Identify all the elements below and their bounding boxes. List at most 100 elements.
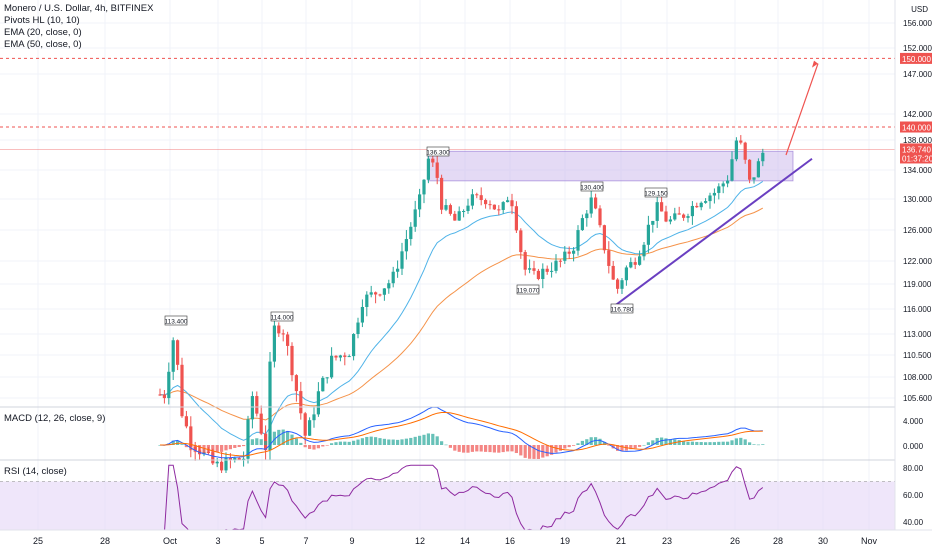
candle (400, 242, 404, 275)
candle-body (598, 208, 602, 226)
candle (312, 406, 316, 428)
candle (286, 331, 290, 356)
candle (572, 247, 576, 262)
macd-histogram-bar (435, 436, 439, 445)
candle (717, 183, 721, 200)
pivot-label-text: 129.150 (644, 191, 668, 198)
macd-histogram-bar (752, 444, 756, 445)
pivot-label-text: 116.780 (610, 307, 633, 314)
candle (629, 257, 633, 269)
indicator-ema50[interactable]: EMA (50, close, 0) (4, 39, 82, 50)
price-axis[interactable]: USD156.000152.000147.000142.000138.00013… (894, 0, 932, 530)
pivot-label: 136.300 (426, 146, 450, 157)
candle-body (378, 294, 382, 296)
ema20-path (159, 180, 764, 441)
candle (611, 260, 615, 281)
pivot-label-box (516, 284, 540, 295)
candle (642, 241, 646, 261)
candle (448, 203, 452, 216)
candle-body (620, 280, 624, 289)
macd-histogram-bar (360, 438, 364, 445)
candle (528, 259, 532, 274)
candle-body (664, 211, 668, 222)
candle (343, 352, 347, 366)
candle (299, 381, 303, 420)
candle (444, 198, 448, 212)
candle (673, 207, 677, 221)
macd-histogram-bar (453, 445, 457, 451)
candle-body (242, 458, 246, 460)
candle (602, 224, 606, 254)
indicator-ema20[interactable]: EMA (20, close, 0) (4, 27, 82, 38)
candle-body (453, 213, 457, 221)
candle-body (497, 209, 501, 211)
candle-body (580, 218, 584, 231)
candle-body (325, 377, 329, 379)
macd-histogram-bar (528, 445, 532, 459)
price-tick-label: 147.000 (903, 70, 932, 79)
candle-body (404, 239, 408, 252)
candle (576, 225, 580, 256)
candle (162, 389, 166, 404)
candle-body (431, 158, 435, 163)
candle (440, 174, 444, 215)
candle (479, 187, 483, 206)
candle-body (409, 226, 413, 240)
candle-body (743, 142, 747, 160)
macd-histogram-bar (286, 430, 290, 445)
candle-body (426, 158, 430, 180)
rsi-label[interactable]: RSI (14, close) (4, 466, 67, 477)
macd-histogram-bar (677, 440, 681, 445)
macd-histogram-bar (400, 439, 404, 445)
candle-body (748, 159, 752, 180)
level-140-badge: 140.000 (900, 121, 932, 133)
candle-body (651, 220, 655, 225)
macd-histogram-bar (387, 439, 391, 445)
candle (334, 355, 338, 361)
candle-body (523, 252, 527, 270)
candle (426, 152, 430, 184)
candle-body (321, 377, 325, 392)
candle-body (479, 195, 483, 201)
candle (734, 137, 738, 162)
time-tick-label: 19 (560, 536, 570, 546)
price-tick-label: 156.000 (903, 19, 932, 28)
time-axis-bg (0, 530, 895, 550)
time-tick-label: 3 (215, 536, 220, 546)
macd-histogram-bar (506, 445, 510, 452)
pivot-labels: 113.400 114.000 136.300 119.070 130.400 129.1… (164, 146, 668, 326)
macd-histogram-bar (664, 438, 668, 445)
pivot-label-box (426, 146, 450, 157)
candle (506, 196, 510, 203)
macd-label[interactable]: MACD (12, 26, close, 9) (4, 413, 106, 424)
macd-histogram-bar (272, 431, 276, 445)
time-tick-label: 16 (505, 536, 515, 546)
macd-histogram-bar (695, 441, 699, 445)
rsi-pane (0, 464, 895, 536)
candle-body (462, 211, 466, 213)
candle-body (334, 355, 338, 358)
macd-histogram-bar (466, 445, 470, 453)
macd-histogram-bar (277, 429, 281, 445)
candle (325, 377, 329, 384)
indicator-pivots[interactable]: Pivots HL (10, 10) (4, 15, 80, 26)
candle (365, 291, 369, 317)
candle (246, 415, 250, 464)
time-tick-label: Oct (163, 536, 178, 546)
candle (369, 285, 373, 298)
candle-body (734, 140, 738, 160)
candle (316, 382, 320, 417)
macd-histogram-bar (730, 440, 734, 445)
candle (281, 329, 285, 342)
macd-histogram-bar (686, 441, 690, 445)
candle-body (633, 262, 637, 265)
candle-body (228, 457, 232, 461)
candle-body (501, 202, 505, 210)
macd-tick-label: 0.000 (903, 442, 924, 451)
pivot-label-box (164, 315, 188, 326)
time-axis[interactable]: 25 28 Oct 3 5 7 9 12 14 16 19 21 23 26 28 30 Nov (0, 529, 932, 550)
macd-histogram-bar (646, 442, 650, 445)
candle-body (646, 224, 650, 245)
